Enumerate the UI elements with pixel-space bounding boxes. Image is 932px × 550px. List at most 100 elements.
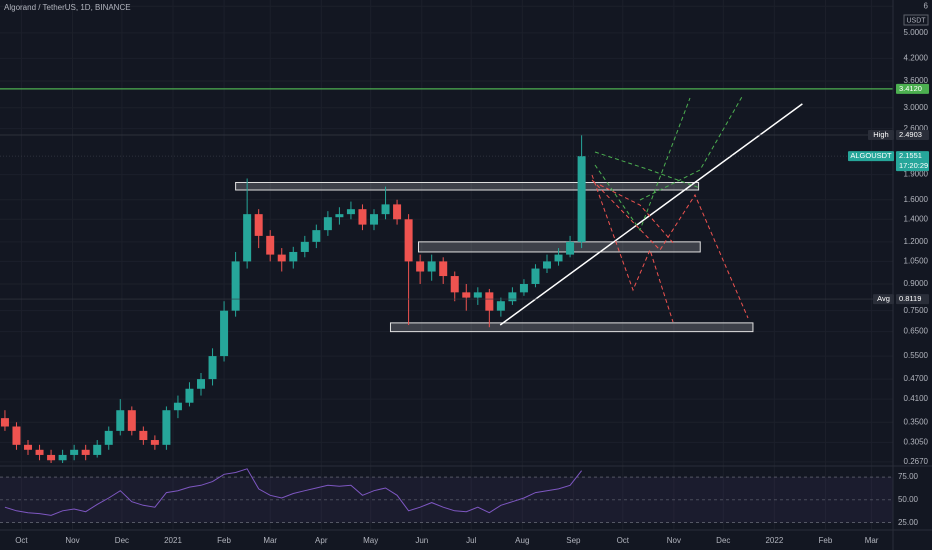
candle-body (508, 292, 517, 302)
zone-box (235, 181, 700, 191)
candle-body (554, 254, 563, 262)
x-tick-label: Oct (15, 536, 28, 545)
y-tick-label: 3.6000 (904, 76, 929, 85)
candle-body (104, 430, 113, 445)
candle-body (24, 444, 33, 450)
candle-body (231, 261, 240, 311)
rsi-tick-label: 75.00 (898, 472, 919, 481)
price-badge-label: 3.4120 (899, 84, 922, 93)
candle-body (197, 379, 206, 389)
x-tick-label: Jul (466, 536, 476, 545)
y-tick-label: 3.0000 (904, 103, 929, 112)
name-badge-label: ALGOUSDT (850, 151, 892, 160)
candle-body (473, 292, 482, 298)
candle-body (450, 276, 459, 293)
candle-body (393, 204, 402, 220)
x-tick-label: Oct (617, 536, 630, 545)
candle-body (496, 301, 505, 311)
candle-body (543, 261, 552, 269)
scenario-arrows (591, 94, 749, 323)
plot (0, 88, 893, 516)
candle-body (358, 209, 367, 225)
candle-body (208, 356, 217, 380)
candle-body (416, 261, 425, 272)
candle-body (485, 292, 494, 311)
x-tick-label: 2021 (164, 536, 182, 545)
name-badge (848, 151, 894, 162)
candle-body (162, 410, 171, 445)
candle-body (81, 449, 90, 455)
name-badge-label: High (873, 130, 888, 139)
candle-body (439, 261, 448, 277)
candle-body (346, 209, 355, 215)
candle-body (531, 268, 540, 284)
x-tick-label: Apr (315, 536, 328, 545)
candle-body (381, 204, 390, 215)
candle-body (566, 241, 575, 255)
candle-body (370, 214, 379, 225)
trendline (499, 103, 803, 326)
arrow (594, 151, 701, 189)
x-tick-label: 2022 (765, 536, 783, 545)
candle-body (93, 444, 102, 455)
y-tick-label: 0.4100 (904, 394, 929, 403)
candle-body (116, 410, 125, 431)
x-tick-label: Aug (515, 536, 529, 545)
y-tick-label: 4.2000 (904, 54, 929, 63)
x-tick-label: Jun (415, 536, 428, 545)
currency-tag (903, 14, 929, 26)
candle-body (312, 230, 321, 242)
price-badge (896, 129, 929, 140)
currency: USDT (906, 17, 926, 24)
candle-body (277, 254, 286, 262)
x-tick-label: Dec (716, 536, 730, 545)
rsi-tick-label: 25.00 (898, 518, 919, 527)
x-tick-label: Nov (667, 536, 681, 545)
candle-body (243, 214, 252, 262)
candle-body (35, 449, 44, 455)
y-tick-label: 6 (924, 1, 929, 10)
candle-body (254, 214, 263, 236)
x-tick-label: Sep (566, 536, 581, 545)
candle-body (70, 449, 79, 455)
candle-body (150, 440, 159, 445)
price-badge-label: 2.4903 (899, 130, 922, 139)
zone-box (417, 241, 701, 253)
rsi-line (4, 468, 582, 516)
candle-body (185, 388, 194, 403)
name-badge (873, 294, 894, 305)
y-tick-label: 0.3050 (904, 438, 929, 447)
y-tick-label: 2.6000 (904, 124, 929, 133)
candle-body (58, 454, 67, 461)
x-tick-label: Mar (263, 536, 277, 545)
y-tick-label: 0.7500 (904, 306, 929, 315)
y-tick-label: 1.0500 (904, 257, 929, 266)
arrow (594, 97, 691, 232)
candle-body (300, 241, 309, 252)
x-tick-label: May (363, 536, 378, 545)
candle-body (12, 426, 21, 445)
arrow (599, 184, 676, 246)
arrow (639, 94, 744, 201)
y-tick-label: 1.6000 (904, 195, 929, 204)
candle-body (577, 156, 586, 242)
name-badge-label: Avg (877, 294, 890, 303)
y-tick-label: 0.6500 (904, 327, 929, 336)
candle-body (139, 430, 148, 441)
x-tick-label: Feb (819, 536, 833, 545)
price-badge (896, 294, 929, 305)
x-tick-label: Mar (865, 536, 879, 545)
y-tick-label: 1.9000 (904, 170, 929, 179)
y-tick-label: 0.2670 (904, 457, 929, 466)
candle-body (323, 217, 332, 231)
y-tick-label: 0.4700 (904, 374, 929, 383)
candle-body (289, 251, 298, 262)
price-badge-label: 2.1551 (899, 151, 922, 160)
candle-body (427, 261, 436, 272)
candle-body (335, 214, 344, 218)
rsi-tick-label: 50.00 (898, 495, 919, 504)
candle-body (462, 292, 471, 298)
chart-title: Algorand / TetherUS, 1D, BINANCE (4, 3, 131, 12)
